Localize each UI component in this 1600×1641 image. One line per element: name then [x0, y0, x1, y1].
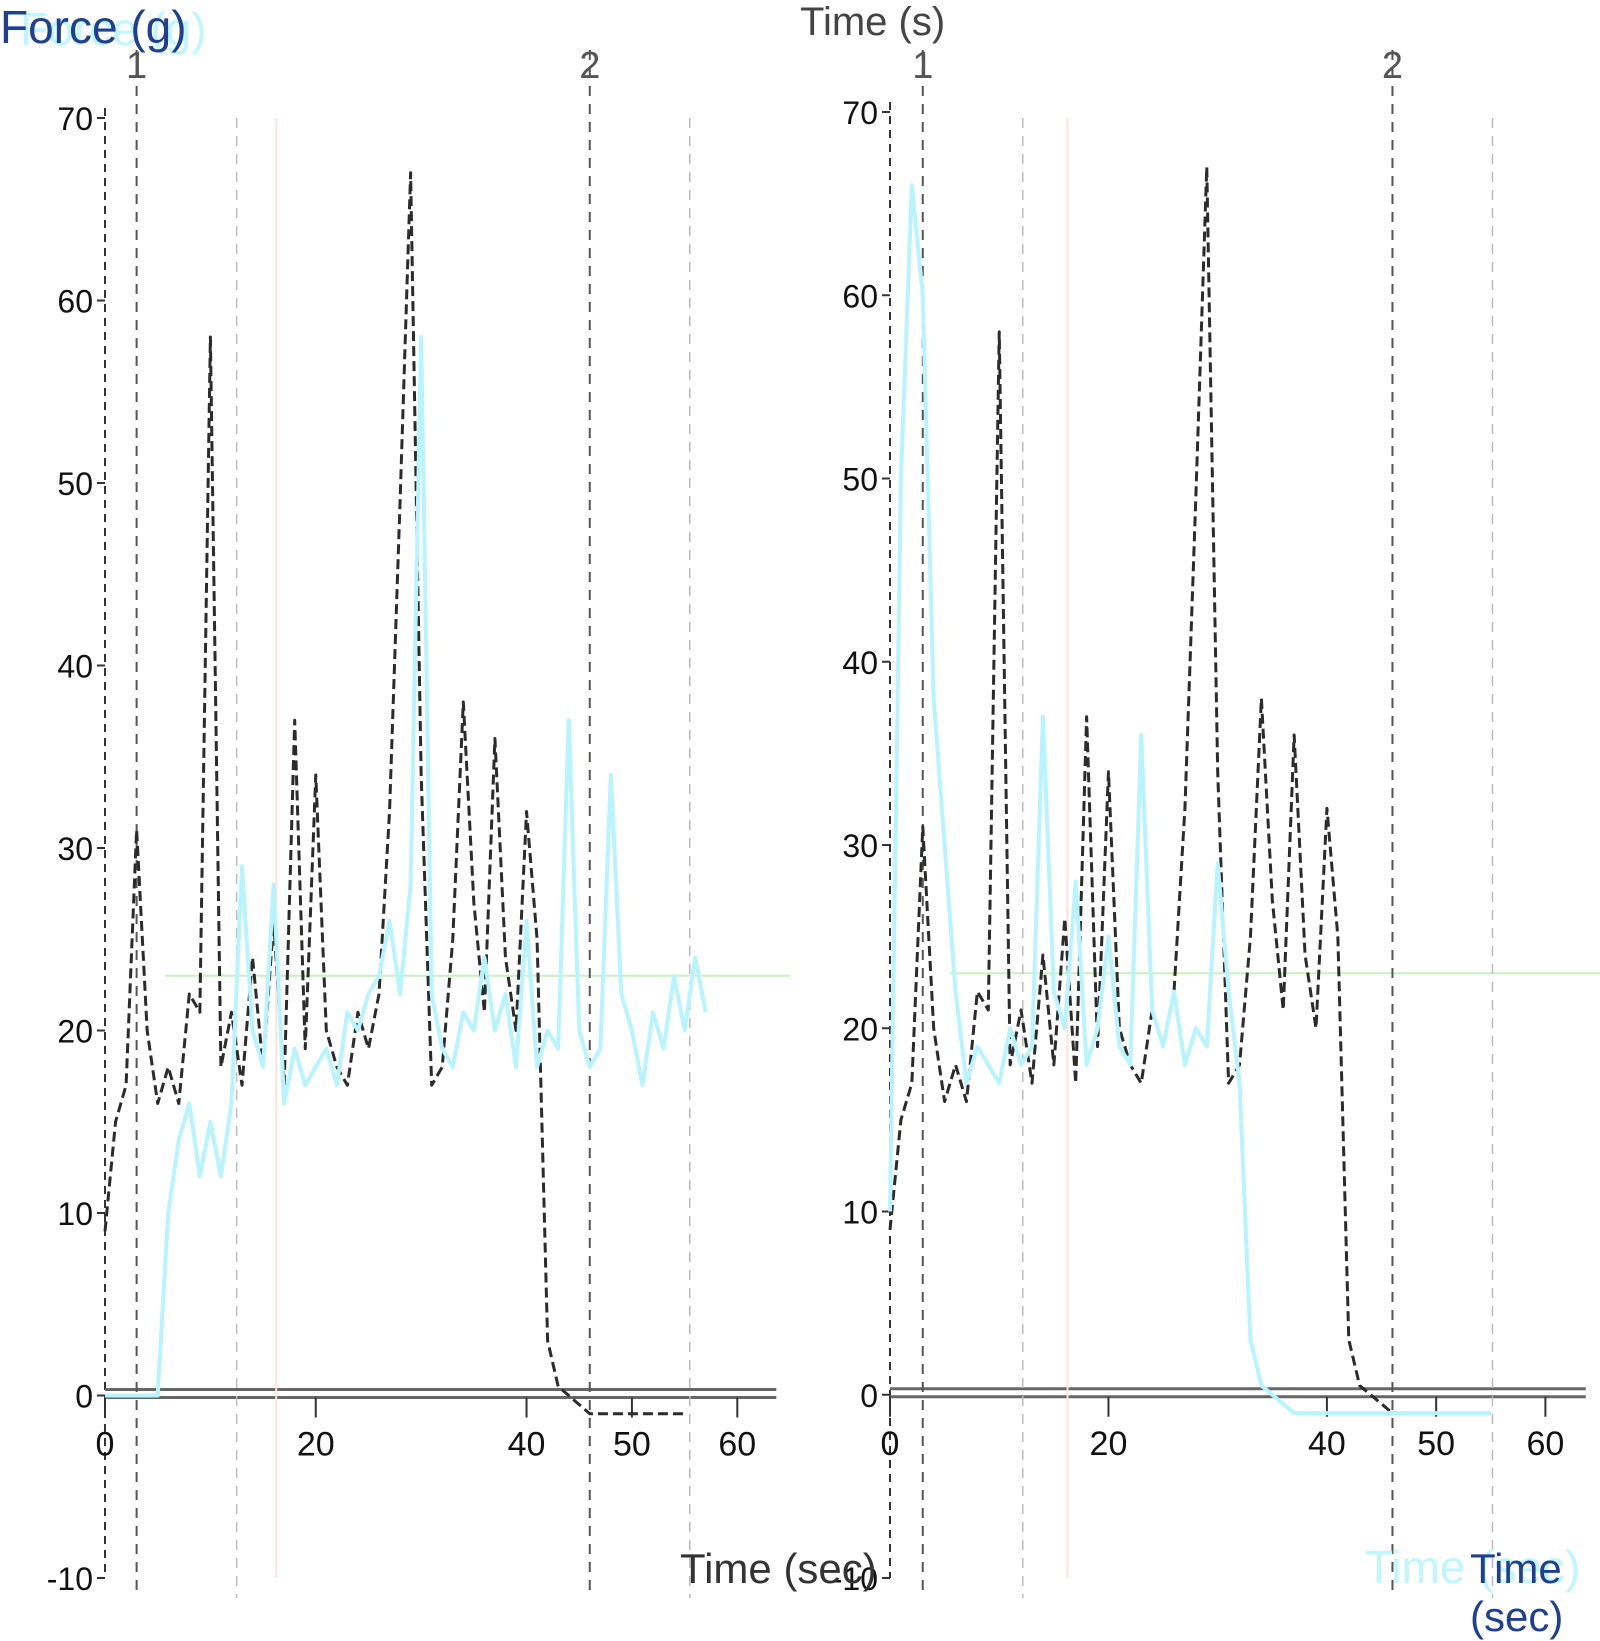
y-tick-label: 60 [57, 284, 93, 320]
event-marker-label: 1 [126, 45, 147, 87]
chart-panel-right: 70 60 50 40 30 20 10 0 -10 0 20 40 50 60 1 2 [832, 45, 1600, 1598]
x-tick-label: 40 [1308, 1425, 1346, 1463]
y-tick-label: 70 [842, 95, 878, 131]
x-tick-label: 50 [1417, 1425, 1455, 1463]
x-axis-label-right: Time (sec) [1470, 1545, 1564, 1640]
y-tick-label: 20 [57, 1014, 93, 1050]
y-tick-label: -10 [47, 1561, 93, 1597]
x-tick-label: 0 [96, 1426, 115, 1464]
y-tick-label: 20 [842, 1011, 878, 1047]
y-tick-label: 60 [842, 278, 878, 314]
y-tick-label: 10 [57, 1196, 93, 1232]
series-line-black [888, 165, 1491, 1415]
x-tick-label: 60 [1526, 1425, 1564, 1463]
y-tick-label: 40 [57, 649, 93, 685]
y-tick-label: 0 [75, 1379, 93, 1415]
series-line-cyan [888, 183, 1491, 1416]
event-marker-label: 1 [912, 45, 933, 87]
y-tick-label: 50 [842, 462, 878, 498]
y-axis-label-ghost: Force (g) [20, 3, 207, 55]
x-axis-label-right-ghost: Time (sec) [1365, 1541, 1581, 1593]
x-tick-label: 60 [718, 1426, 756, 1464]
x-axis-label-left: Time (sec) [680, 1545, 877, 1592]
y-tick-label: 70 [57, 101, 93, 137]
y-tick-label: -10 [832, 1561, 878, 1597]
x-tick-label: 20 [1090, 1425, 1128, 1463]
x-tick-label: 20 [297, 1426, 335, 1464]
event-marker-label: 2 [579, 45, 600, 87]
y-tick-label: 0 [860, 1378, 878, 1414]
series-line-black [103, 171, 685, 1416]
series-line-cyan [105, 335, 708, 1398]
y-axis-label: Force (g) [0, 1, 187, 53]
y-tick-label: 40 [842, 645, 878, 681]
x-tick-label: 0 [881, 1425, 900, 1463]
right-panel-top-label: Time (s) [800, 0, 946, 44]
y-tick-label: 30 [57, 831, 93, 867]
x-tick-label: 40 [508, 1426, 546, 1464]
event-marker-label: 2 [1382, 45, 1403, 87]
x-tick-label: 50 [613, 1426, 651, 1464]
chart-panel-left: 70 60 50 40 30 20 10 0 -10 0 20 40 50 60 1 2 [47, 45, 790, 1598]
y-tick-label: 10 [842, 1195, 878, 1231]
y-tick-label: 30 [842, 828, 878, 864]
y-tick-label: 50 [57, 466, 93, 502]
